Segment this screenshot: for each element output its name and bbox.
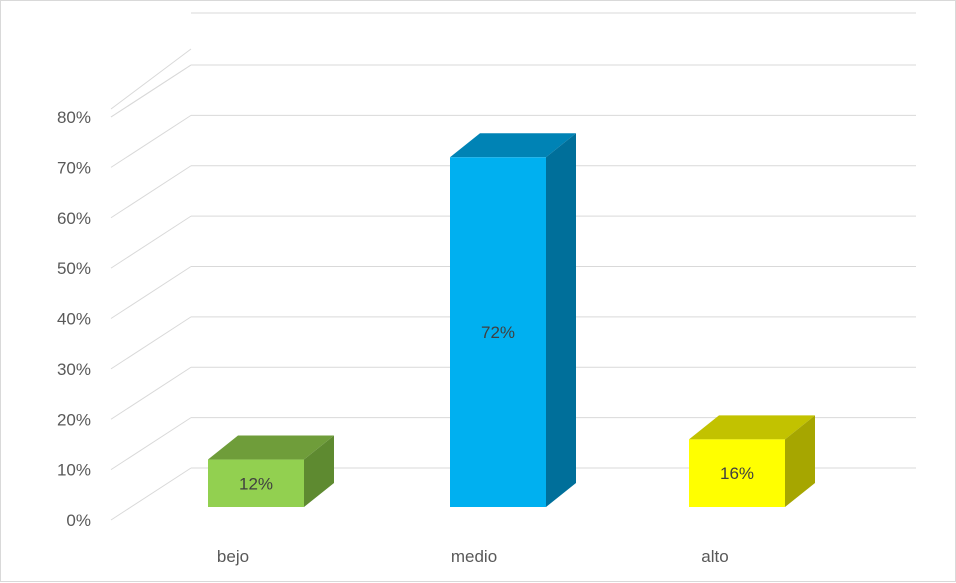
x-tick-label-alto: alto [701, 547, 728, 566]
gridline-side [110, 64, 192, 118]
y-tick-label: 80% [57, 108, 91, 127]
y-tick-label: 0% [66, 511, 91, 530]
gridline-side [110, 266, 192, 319]
data-label-alto: 16% [720, 464, 754, 483]
bar-bejo [208, 459, 304, 507]
gridline-side [110, 48, 192, 110]
data-label-medio: 72% [481, 323, 515, 342]
x-tick-label-medio: medio [451, 547, 497, 566]
y-tick-label: 40% [57, 310, 91, 329]
gridline-side [110, 165, 192, 219]
gridline-side [110, 417, 192, 471]
y-tick-label: 60% [57, 209, 91, 228]
gridline-side [110, 366, 192, 420]
bar-side-bejo [304, 435, 334, 507]
bar-side-alto [785, 415, 815, 507]
bar-side-medio [546, 133, 576, 508]
bar-top-alto [689, 415, 815, 440]
gridline-side [110, 467, 192, 521]
y-tick-label: 50% [57, 259, 91, 278]
y-tick-label: 10% [57, 461, 91, 480]
y-tick-label: 70% [57, 158, 91, 177]
data-label-bejo: 12% [239, 474, 273, 493]
bar-top-bejo [208, 435, 334, 460]
y-tick-label: 30% [57, 360, 91, 379]
bar-top-medio [450, 133, 576, 158]
gridline-side [110, 215, 192, 269]
gridline-side [110, 316, 192, 370]
bar-alto [689, 439, 785, 507]
y-tick-label: 20% [57, 410, 91, 429]
x-tick-label-bejo: bejo [217, 547, 249, 566]
bar-medio [450, 157, 546, 508]
gridline-side [110, 114, 192, 168]
